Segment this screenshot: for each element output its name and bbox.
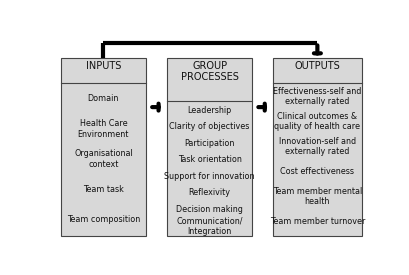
Text: Clarity of objectives: Clarity of objectives [169, 122, 250, 131]
Text: Communication/
Integration: Communication/ Integration [176, 216, 243, 236]
Bar [273, 58, 362, 236]
Text: Organisational
context: Organisational context [74, 149, 133, 169]
Text: GROUP
PROCESSES: GROUP PROCESSES [181, 60, 238, 82]
Text: Team composition: Team composition [67, 214, 140, 224]
Text: INPUTS: INPUTS [86, 60, 121, 70]
Text: Task orientation: Task orientation [178, 155, 242, 164]
Text: Clinical outcomes &
quality of health care: Clinical outcomes & quality of health ca… [274, 112, 360, 131]
Text: Health Care
Environment: Health Care Environment [78, 119, 129, 139]
Text: Reflexivity: Reflexivity [189, 188, 231, 197]
Text: Support for innovation: Support for innovation [164, 172, 255, 181]
Text: OUTPUTS: OUTPUTS [294, 60, 340, 70]
Bar [61, 58, 146, 236]
Bar [167, 58, 252, 236]
Text: Team member mental
health: Team member mental health [273, 187, 362, 206]
Text: Cost effectiveness: Cost effectiveness [281, 167, 354, 176]
Text: Leadership: Leadership [187, 106, 232, 115]
Text: Team task: Team task [83, 185, 124, 194]
Text: Decision making: Decision making [176, 205, 243, 214]
Text: Domain: Domain [88, 94, 119, 103]
Text: Effectiveness-self and
externally rated: Effectiveness-self and externally rated [273, 87, 362, 106]
Text: Innovation-self and
externally rated: Innovation-self and externally rated [279, 137, 356, 156]
Text: Team member turnover: Team member turnover [270, 217, 365, 226]
Text: Participation: Participation [184, 139, 235, 148]
